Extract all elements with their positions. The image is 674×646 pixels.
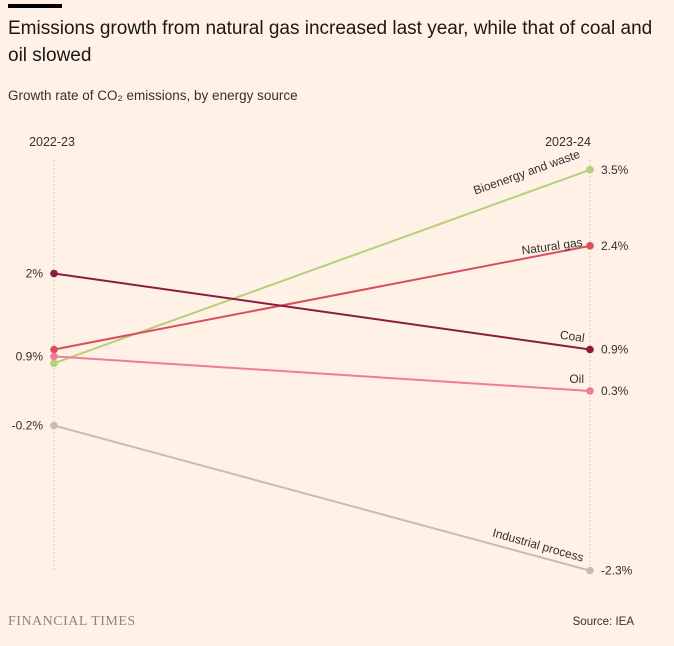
- point-end-oil: [586, 387, 594, 395]
- headline: Emissions growth from natural gas increa…: [8, 18, 653, 66]
- value-label-end-industrial-process: -2.3%: [601, 564, 633, 578]
- series-line-oil: [53, 355, 591, 392]
- value-label-end-coal: 0.9%: [601, 343, 629, 357]
- series-name-industrial-process: Industrial process: [491, 526, 585, 565]
- point-end-industrial-process: [586, 566, 594, 575]
- value-label-start-oil: 0.9%: [16, 349, 44, 363]
- point-start-bioenergy-and-waste: [50, 359, 58, 368]
- value-label-start-coal: 2%: [26, 266, 44, 280]
- point-end-natural-gas: [586, 242, 594, 250]
- series-name-oil: Oil: [569, 372, 584, 386]
- point-start-natural-gas: [50, 345, 58, 354]
- chart-axes: 2022-23 2023-24: [29, 135, 591, 572]
- point-start-oil: [50, 352, 58, 361]
- series-name-bioenergy-and-waste: Bioenergy and waste: [472, 147, 583, 198]
- chart-lines: [53, 168, 591, 572]
- point-end-coal: [586, 345, 594, 354]
- value-label-end-bioenergy-and-waste: 3.5%: [601, 163, 629, 177]
- value-label-end-natural-gas: 2.4%: [601, 239, 629, 253]
- source-note: Source: IEA: [572, 616, 634, 628]
- top-rule: [8, 4, 62, 8]
- point-start-coal: [50, 269, 58, 278]
- ft-logo-text: FINANCIAL TIMES: [8, 614, 136, 629]
- x-label-start: 2022-23: [29, 135, 75, 149]
- series-line-natural-gas: [53, 244, 591, 351]
- chart-dots: [50, 166, 594, 575]
- value-label-end-oil: 0.3%: [601, 384, 629, 398]
- series-line-coal: [53, 272, 591, 351]
- point-start-industrial-process: [50, 421, 58, 430]
- series-line-industrial-process: [53, 424, 591, 572]
- value-label-start-industrial-process: -0.2%: [12, 419, 44, 433]
- x-label-end: 2023-24: [545, 135, 591, 149]
- point-end-bioenergy-and-waste: [586, 166, 594, 174]
- series-line-bioenergy-and-waste: [53, 168, 591, 365]
- series-name-coal: Coal: [559, 328, 585, 345]
- subtitle: Growth rate of CO₂ emissions, by energy …: [8, 88, 298, 103]
